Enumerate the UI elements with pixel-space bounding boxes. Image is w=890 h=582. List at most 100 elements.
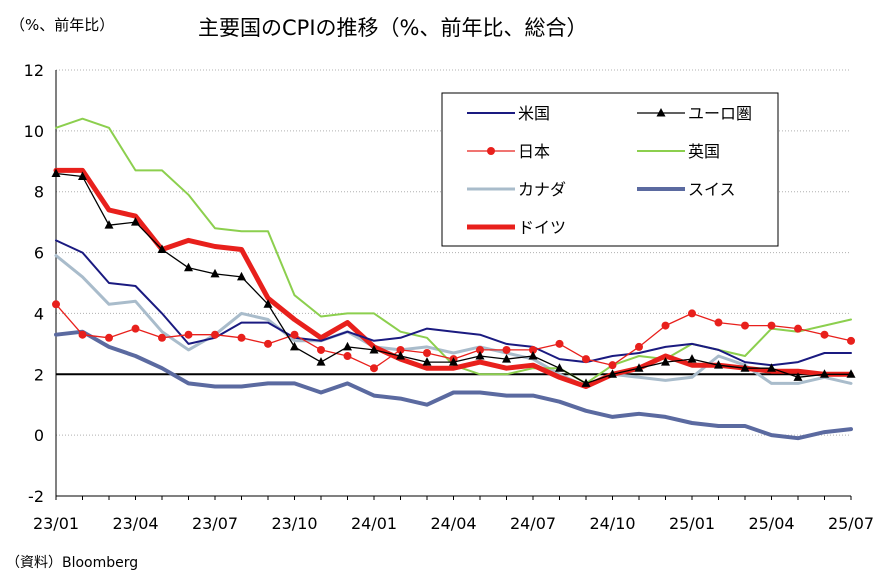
data-point <box>687 354 697 363</box>
y-tick-label-5: 8 <box>34 183 44 202</box>
data-point <box>714 318 723 327</box>
data-point <box>343 352 352 361</box>
data-point <box>767 321 776 330</box>
data-point <box>422 357 432 366</box>
chart-title: 主要国のCPIの推移（%、前年比、総合） <box>198 16 588 40</box>
x-tick-label-8: 25/01 <box>669 514 715 533</box>
data-point <box>316 357 326 366</box>
legend-marker <box>487 147 495 155</box>
legend-label-6: ドイツ <box>518 218 566 237</box>
y-unit-label: （%、前年比） <box>10 16 115 34</box>
data-point <box>237 271 246 281</box>
legend-label-0: 米国 <box>518 104 550 123</box>
source-note: （資料）Bloomberg <box>6 555 139 571</box>
data-point <box>846 369 856 378</box>
data-point <box>820 330 829 339</box>
x-tick-label-7: 24/10 <box>589 514 635 533</box>
y-tick-label-1: 0 <box>34 426 44 445</box>
data-point <box>78 171 87 180</box>
data-point <box>767 363 776 372</box>
y-tick-label-6: 10 <box>24 122 44 141</box>
legend-marker <box>656 108 666 117</box>
data-point <box>740 363 750 372</box>
data-point <box>608 361 617 370</box>
data-point <box>661 357 670 366</box>
data-point <box>820 369 829 378</box>
legend-item-6: ドイツ <box>467 218 566 237</box>
data-point <box>290 341 299 351</box>
data-point <box>794 324 802 333</box>
data-point <box>78 330 87 339</box>
legend-box <box>441 92 779 247</box>
data-point <box>634 363 644 372</box>
data-point <box>184 262 193 272</box>
x-tick-label-5: 24/04 <box>430 514 476 533</box>
data-point <box>264 339 272 348</box>
data-point <box>555 363 564 372</box>
y-tick-label-7: 12 <box>24 61 44 80</box>
data-point <box>635 342 643 351</box>
y-tick-label-4: 6 <box>34 244 44 263</box>
data-point <box>528 351 538 360</box>
data-point <box>343 341 352 351</box>
data-point <box>714 360 723 369</box>
series-5 <box>54 329 853 441</box>
x-tick-label-9: 25/04 <box>748 514 794 533</box>
legend-label-4: カナダ <box>518 180 566 199</box>
data-point <box>51 168 61 177</box>
x-tick-label-1: 23/04 <box>112 514 158 533</box>
x-tick-label-0: 23/01 <box>33 514 79 533</box>
data-point <box>529 345 537 354</box>
data-point <box>370 364 378 373</box>
data-point <box>476 345 484 354</box>
series-0 <box>55 239 852 367</box>
y-tick-label-0: -2 <box>28 487 44 506</box>
data-point <box>52 300 60 309</box>
series-4 <box>54 254 853 388</box>
data-point <box>423 348 431 357</box>
x-tick-label-2: 23/07 <box>192 514 238 533</box>
legend-item-4: カナダ <box>467 180 566 199</box>
data-point <box>131 217 140 226</box>
series-1 <box>51 168 856 387</box>
data-point <box>793 372 803 381</box>
data-point <box>263 299 273 308</box>
x-tick-label-6: 24/07 <box>510 514 556 533</box>
legend-label-3: 英国 <box>688 142 720 161</box>
data-point <box>211 330 219 339</box>
data-point <box>449 357 458 366</box>
data-point <box>608 369 617 378</box>
data-point <box>582 355 590 364</box>
data-point <box>396 351 405 360</box>
x-tick-label-10: 25/07 <box>828 514 874 533</box>
data-point <box>581 378 591 387</box>
series-line-5 <box>54 329 853 441</box>
y-tick-label-2: 2 <box>34 365 44 384</box>
data-point <box>317 345 325 354</box>
data-point <box>688 309 696 318</box>
data-point <box>555 339 564 348</box>
y-tick-label-3: 4 <box>34 304 44 323</box>
data-point <box>290 330 299 339</box>
data-point <box>105 333 113 342</box>
series-line-0 <box>55 239 852 367</box>
data-point <box>131 324 140 333</box>
legend-item-3: 英国 <box>637 142 720 161</box>
data-point <box>396 345 405 354</box>
legend-label-2: 日本 <box>518 142 550 161</box>
legend-item-5: スイス <box>637 180 736 199</box>
data-point <box>661 321 670 330</box>
data-point <box>158 333 166 342</box>
series-line-4 <box>54 254 853 388</box>
data-point <box>475 351 485 360</box>
legend-item-2: 日本 <box>467 142 550 161</box>
data-point <box>184 330 193 339</box>
data-point <box>741 321 749 330</box>
legend-label-5: スイス <box>688 180 736 199</box>
x-tick-label-4: 24/01 <box>351 514 397 533</box>
legend-label-1: ユーロ圏 <box>688 104 752 123</box>
data-point <box>237 333 246 342</box>
data-point <box>502 345 511 354</box>
